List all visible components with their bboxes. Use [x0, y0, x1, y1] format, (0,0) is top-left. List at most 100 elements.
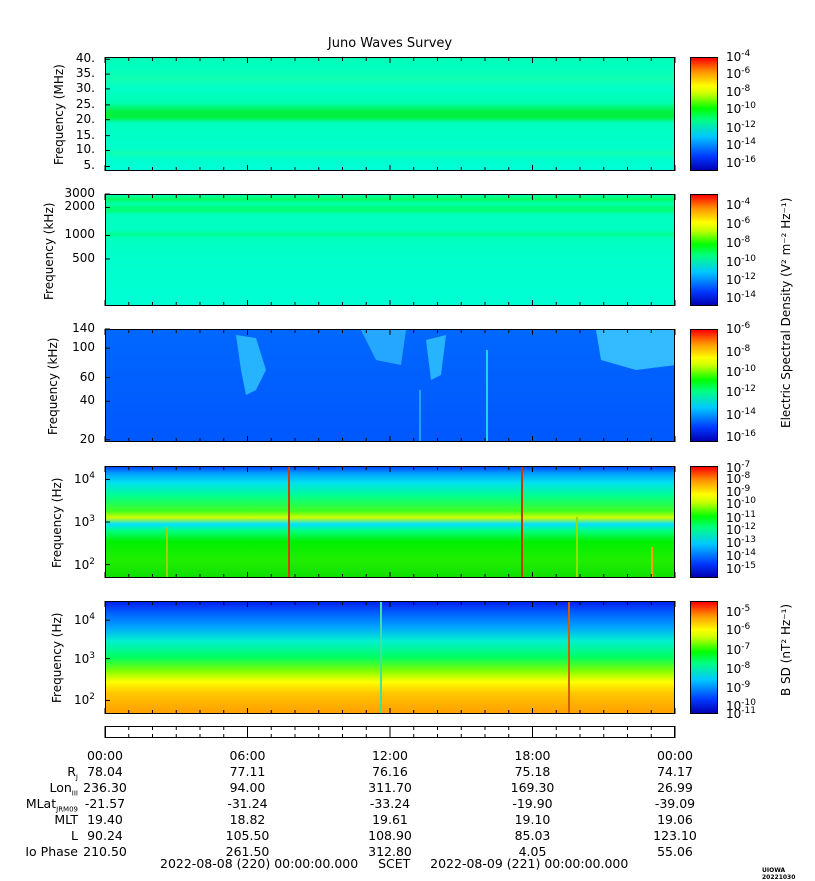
ephemeris-label: LonIII	[49, 780, 78, 798]
ephemeris-value: 19.10	[514, 812, 551, 827]
x-tick-label: 12:00	[371, 748, 409, 763]
ephemeris-value: -39.09	[654, 796, 696, 811]
colorbar-tick-label: 10-14	[726, 406, 756, 422]
x-tick-label: 18:00	[514, 748, 551, 763]
ephemeris-value: 108.90	[368, 828, 412, 843]
y-tick-label: 35.	[75, 66, 95, 81]
ephemeris-value: 18.82	[229, 812, 266, 827]
ephemeris-label: MLT	[54, 812, 78, 827]
colorbar-tick-label: 10-12	[726, 384, 756, 400]
y-tick-label: 40.	[75, 51, 95, 66]
x-tick-label: 00:00	[86, 748, 124, 763]
ephemeris-value: -31.24	[227, 796, 268, 811]
y-tick-label: 1000	[64, 227, 95, 242]
ephemeris-label: Io Phase	[25, 844, 78, 859]
time-axis	[105, 726, 675, 738]
ephemeris-value: 19.06	[657, 812, 693, 827]
y-tick-label: 140	[72, 321, 95, 335]
colorbar-tick-label: 10-14	[726, 290, 756, 306]
y-tick-label: 102	[73, 556, 95, 572]
colorbar-tick-label: 10-7	[726, 641, 751, 657]
colorbar-label-electric: Electric Spectral Density (V² m⁻² Hz⁻¹)	[779, 197, 793, 428]
ephemeris-value: 85.03	[514, 828, 551, 843]
y-tick-label: 102	[73, 692, 95, 708]
ephemeris-value: 77.11	[229, 764, 266, 779]
colorbar-tick-label: 10-7	[726, 460, 751, 476]
y-tick-label: 103	[73, 650, 95, 666]
spectrogram-panel-lfr-low	[105, 466, 675, 578]
y-tick-label: 2000	[64, 199, 95, 214]
y-tick-label: 40	[79, 393, 95, 408]
ephemeris-value: -33.24	[369, 796, 411, 811]
colorbar-tick-label: 10-16	[726, 155, 756, 171]
chart-title: Juno Waves Survey	[327, 36, 453, 51]
ephemeris-value: 123.10	[653, 828, 697, 843]
colorbar-tick-label: 10-16	[726, 429, 756, 445]
ephemeris-value: -21.57	[84, 796, 126, 811]
y-tick-label: 103	[73, 514, 95, 529]
y-tick-label: 10.	[75, 142, 95, 157]
y-tick-label: 15.	[75, 127, 95, 142]
footer-scet: SCET	[378, 856, 411, 871]
colorbar-tick-label: 10-9	[726, 680, 751, 695]
ylabel-panel-2: Frequency (kHz)	[42, 202, 56, 300]
ephemeris-value: 26.99	[657, 780, 693, 795]
colorbar-tick-label: 10-6	[726, 321, 751, 336]
ephemeris-value: 261.50	[225, 844, 270, 859]
ephemeris-value: -19.90	[512, 796, 553, 811]
ephemeris-value: 76.16	[372, 764, 408, 779]
colorbar-tick-label: 10-12	[726, 272, 756, 288]
ephemeris-value: 236.30	[83, 780, 127, 795]
colorbar-tick-label: 10-8	[726, 660, 751, 676]
spectrogram-panel-hfr-low	[105, 194, 675, 306]
colorbar-tick-label: 10-10	[726, 496, 756, 512]
colorbar-tick-label: 10-15	[726, 561, 756, 577]
colorbar-tick-label: 10-10	[726, 363, 756, 379]
colorbar-tick-label: 10-13	[726, 535, 756, 551]
colorbar-tick-label: 10-11	[726, 509, 756, 525]
ephemeris-label: L	[71, 828, 78, 843]
colorbar-tick-label: 10-10	[726, 254, 756, 270]
colorbar-label-magnetic: B SD (nT² Hz⁻¹)	[779, 603, 793, 696]
ephemeris-value: 75.18	[514, 764, 551, 779]
colorbar-tick-label: 10-10	[726, 698, 756, 714]
colorbar-tick-label: 10-14	[726, 547, 756, 563]
footer-end: 2022-08-09 (221) 00:00:00.000	[430, 856, 629, 871]
ephemeris-value: 312.80	[368, 844, 412, 859]
y-tick-label: 104	[73, 612, 95, 628]
colorbar-tick-label: 10-4	[726, 197, 751, 213]
colorbar-4	[690, 466, 718, 578]
colorbar-3	[690, 329, 718, 442]
colorbar-tick-label: 10-12	[726, 521, 756, 537]
y-tick-label: 104	[73, 471, 95, 487]
emission-features	[236, 330, 674, 441]
ephemeris-value: 90.24	[87, 828, 123, 843]
colorbar-tick-label: 10-14	[726, 136, 756, 152]
colorbar-tick-label: 10-8	[726, 471, 751, 487]
ephemeris-value: 74.17	[657, 764, 693, 779]
ephemeris-value: 19.40	[87, 812, 123, 827]
colorbar-2	[690, 194, 718, 306]
colorbar-tick-label: 10-8	[726, 235, 751, 251]
y-tick-label: 3000	[64, 186, 95, 200]
ephemeris-value: 78.04	[87, 764, 123, 779]
ephemeris-value: 94.00	[229, 780, 266, 795]
ephemeris-value: 4.05	[518, 844, 547, 859]
y-tick-label: 500	[72, 250, 95, 265]
x-tick-label: 06:00	[229, 748, 266, 763]
colorbar-tick-label: 10-9	[726, 483, 751, 499]
footer-time-range: 2022-08-08 (220) 00:00:00.000 SCET 2022-…	[160, 856, 628, 871]
x-tick-label: 00:00	[656, 748, 694, 763]
spectrogram-panel-lfr-high	[105, 329, 675, 442]
y-tick-label: 5.	[83, 158, 95, 173]
colorbar-tick-label: 10-4	[726, 49, 751, 64]
y-tick-label: 100	[72, 340, 95, 355]
spectrogram-panel-magnetic	[105, 601, 675, 714]
colorbar-tick-label: 10-8	[726, 343, 751, 359]
colorbar-5	[690, 601, 718, 714]
colorbar-tick-label: 10-6	[726, 622, 751, 638]
credit-stamp: UIOWA 20221030	[762, 867, 796, 881]
y-tick-label: 20	[79, 431, 95, 446]
ephemeris-value: 55.06	[657, 844, 693, 859]
colorbar-tick-label: 10-6	[726, 216, 751, 232]
